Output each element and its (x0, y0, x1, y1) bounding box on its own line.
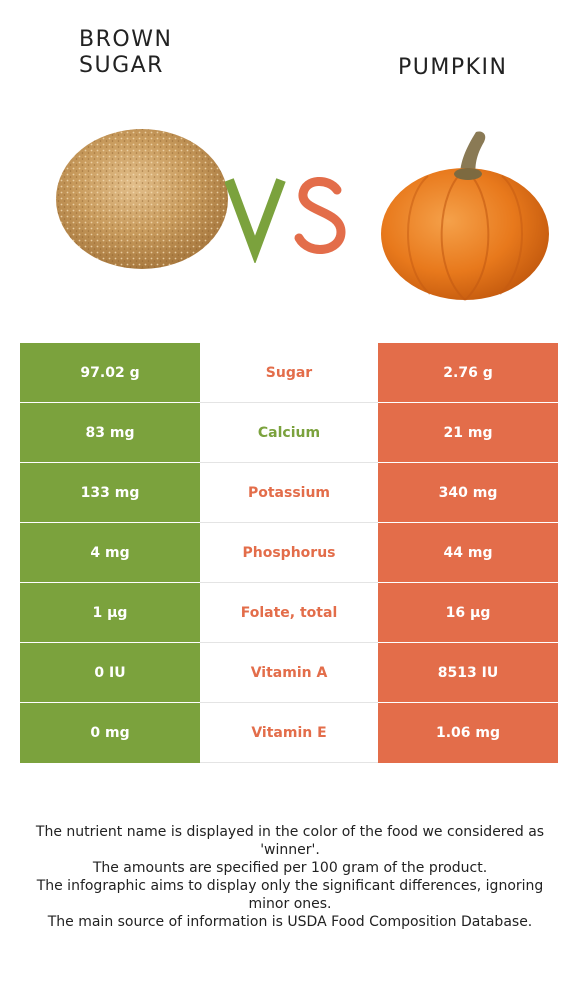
left-value: 133 mg (20, 463, 200, 523)
footer-note: The amounts are specified per 100 gram o… (92, 860, 488, 876)
nutrient-row: 0 IU Vitamin A 8513 IU (20, 643, 558, 703)
nutrient-name: Calcium (200, 403, 378, 463)
nutrient-name: Vitamin E (200, 703, 378, 763)
left-value: 4 mg (20, 523, 200, 583)
nutrient-name: Folate, total (200, 583, 378, 643)
brown-sugar-image (56, 129, 228, 269)
nutrient-row: 83 mg Calcium 21 mg (20, 403, 558, 463)
nutrient-row: 1 µg Folate, total 16 µg (20, 583, 558, 643)
right-value: 8513 IU (378, 643, 558, 703)
pumpkin-image (381, 131, 549, 301)
left-value: 97.02 g (20, 343, 200, 403)
left-value: 83 mg (20, 403, 200, 463)
right-value: 21 mg (378, 403, 558, 463)
left-value: 1 µg (20, 583, 200, 643)
right-value: 44 mg (378, 523, 558, 583)
nutrient-table: 97.02 g Sugar 2.76 g 83 mg Calcium 21 mg 133 m… (20, 343, 558, 763)
footer-note: The infographic aims to display only the… (36, 878, 544, 912)
nutrient-row: 97.02 g Sugar 2.76 g (20, 343, 558, 403)
nutrient-name: Sugar (200, 343, 378, 403)
nutrient-name: Phosphorus (200, 523, 378, 583)
footer-note: The nutrient name is displayed in the co… (35, 824, 545, 858)
right-value: 1.06 mg (378, 703, 558, 763)
nutrient-row: 4 mg Phosphorus 44 mg (20, 523, 558, 583)
footer-notes: The nutrient name is displayed in the co… (30, 823, 550, 931)
nutrient-name: Potassium (200, 463, 378, 523)
left-value: 0 mg (20, 703, 200, 763)
left-value: 0 IU (20, 643, 200, 703)
right-value: 340 mg (378, 463, 558, 523)
vs-label (225, 177, 346, 263)
nutrient-row: 133 mg Potassium 340 mg (20, 463, 558, 523)
food-title-left: BROWN SUGAR (79, 27, 173, 78)
right-value: 16 µg (378, 583, 558, 643)
nutrient-name: Vitamin A (200, 643, 378, 703)
right-value: 2.76 g (378, 343, 558, 403)
footer-note: The main source of information is USDA F… (47, 914, 533, 930)
nutrient-row: 0 mg Vitamin E 1.06 mg (20, 703, 558, 763)
food-title-right: PUMPKIN (398, 55, 508, 80)
